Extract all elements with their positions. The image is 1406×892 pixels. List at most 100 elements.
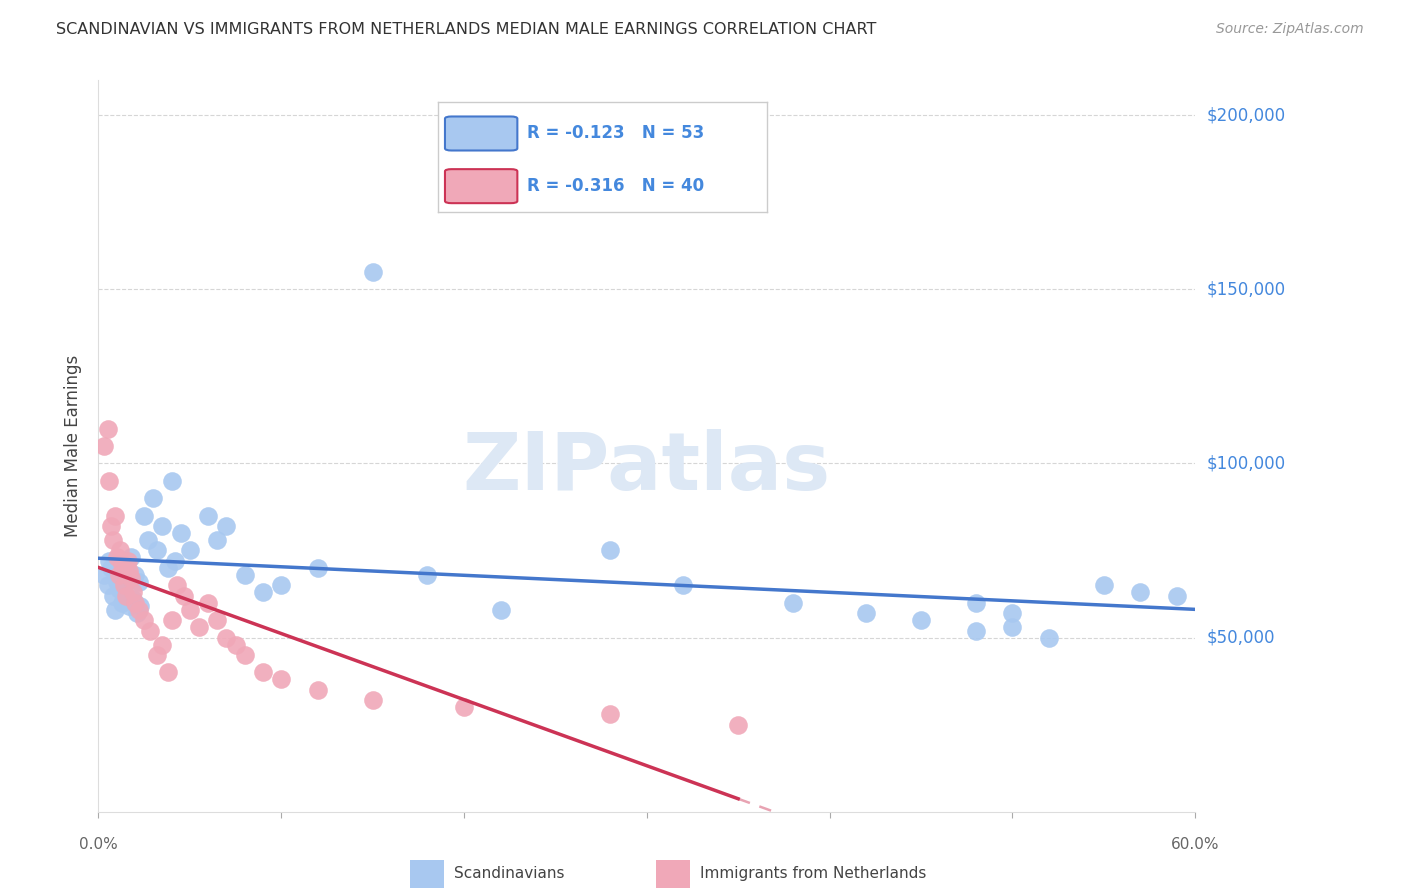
Point — [93, 439, 115, 453]
Point — [124, 567, 146, 582]
Point — [120, 550, 142, 565]
Point — [855, 606, 877, 620]
Point — [207, 533, 229, 547]
Point — [782, 596, 804, 610]
Point — [179, 603, 201, 617]
Point — [160, 613, 183, 627]
Point — [166, 578, 188, 592]
Point — [188, 620, 211, 634]
Point — [100, 561, 122, 575]
Point — [104, 508, 127, 523]
Point — [361, 265, 384, 279]
Point — [124, 596, 146, 610]
Point — [120, 571, 142, 585]
Point — [252, 585, 274, 599]
Point — [361, 693, 384, 707]
Point — [1092, 578, 1115, 592]
Text: $100,000: $100,000 — [1206, 454, 1285, 473]
Point — [672, 578, 695, 592]
Point — [132, 613, 156, 627]
Point — [207, 613, 229, 627]
Point — [96, 421, 120, 435]
Point — [1038, 631, 1060, 645]
Point — [96, 578, 120, 592]
Point — [156, 561, 179, 575]
Text: $200,000: $200,000 — [1206, 106, 1285, 124]
Text: $50,000: $50,000 — [1206, 629, 1275, 647]
Point — [152, 638, 174, 652]
Point — [100, 519, 122, 533]
Point — [965, 596, 987, 610]
Point — [115, 589, 138, 603]
Point — [118, 565, 141, 579]
Point — [112, 585, 135, 599]
Point — [270, 578, 292, 592]
Point — [128, 574, 150, 589]
Point — [101, 533, 124, 547]
Point — [225, 638, 247, 652]
Point — [215, 631, 238, 645]
Point — [146, 648, 169, 662]
Point — [307, 561, 329, 575]
Point — [93, 567, 115, 582]
Point — [489, 603, 512, 617]
Point — [233, 648, 256, 662]
Point — [173, 589, 195, 603]
Point — [138, 624, 160, 638]
Point — [165, 554, 187, 568]
Point — [101, 589, 124, 603]
Text: ZIPatlas: ZIPatlas — [463, 429, 831, 507]
Point — [98, 474, 121, 488]
Point — [107, 567, 129, 582]
Point — [146, 543, 169, 558]
Point — [136, 533, 159, 547]
Point — [965, 624, 987, 638]
Point — [98, 554, 121, 568]
Point — [107, 582, 129, 596]
Point — [197, 596, 219, 610]
Point — [215, 519, 238, 533]
Point — [599, 707, 621, 722]
Point — [115, 565, 138, 579]
Text: Source: ZipAtlas.com: Source: ZipAtlas.com — [1216, 22, 1364, 37]
Point — [110, 543, 132, 558]
Point — [252, 665, 274, 680]
Point — [122, 592, 145, 607]
Point — [156, 665, 179, 680]
Point — [132, 508, 156, 523]
Point — [910, 613, 932, 627]
Point — [1129, 585, 1152, 599]
Text: 0.0%: 0.0% — [79, 837, 118, 852]
Point — [416, 567, 439, 582]
Point — [104, 603, 127, 617]
Point — [152, 519, 174, 533]
Point — [1001, 606, 1024, 620]
Point — [270, 673, 292, 687]
Point — [1001, 620, 1024, 634]
Point — [179, 543, 201, 558]
Point — [142, 491, 165, 506]
Text: $150,000: $150,000 — [1206, 280, 1285, 298]
Point — [160, 474, 183, 488]
Point — [117, 571, 139, 585]
Point — [129, 599, 152, 614]
Point — [105, 550, 128, 565]
Point — [727, 717, 749, 731]
Y-axis label: Median Male Earnings: Median Male Earnings — [65, 355, 83, 537]
Point — [111, 558, 134, 572]
Point — [117, 554, 139, 568]
Point — [112, 578, 135, 592]
Point — [170, 526, 193, 541]
Point — [599, 543, 621, 558]
Point — [233, 567, 256, 582]
Text: SCANDINAVIAN VS IMMIGRANTS FROM NETHERLANDS MEDIAN MALE EARNINGS CORRELATION CHA: SCANDINAVIAN VS IMMIGRANTS FROM NETHERLA… — [56, 22, 876, 37]
Point — [118, 599, 141, 614]
Text: 60.0%: 60.0% — [1171, 837, 1219, 852]
Point — [307, 682, 329, 697]
Point — [453, 700, 475, 714]
Point — [105, 574, 128, 589]
Point — [128, 603, 150, 617]
Point — [111, 596, 134, 610]
Point — [197, 508, 219, 523]
Point — [1166, 589, 1188, 603]
